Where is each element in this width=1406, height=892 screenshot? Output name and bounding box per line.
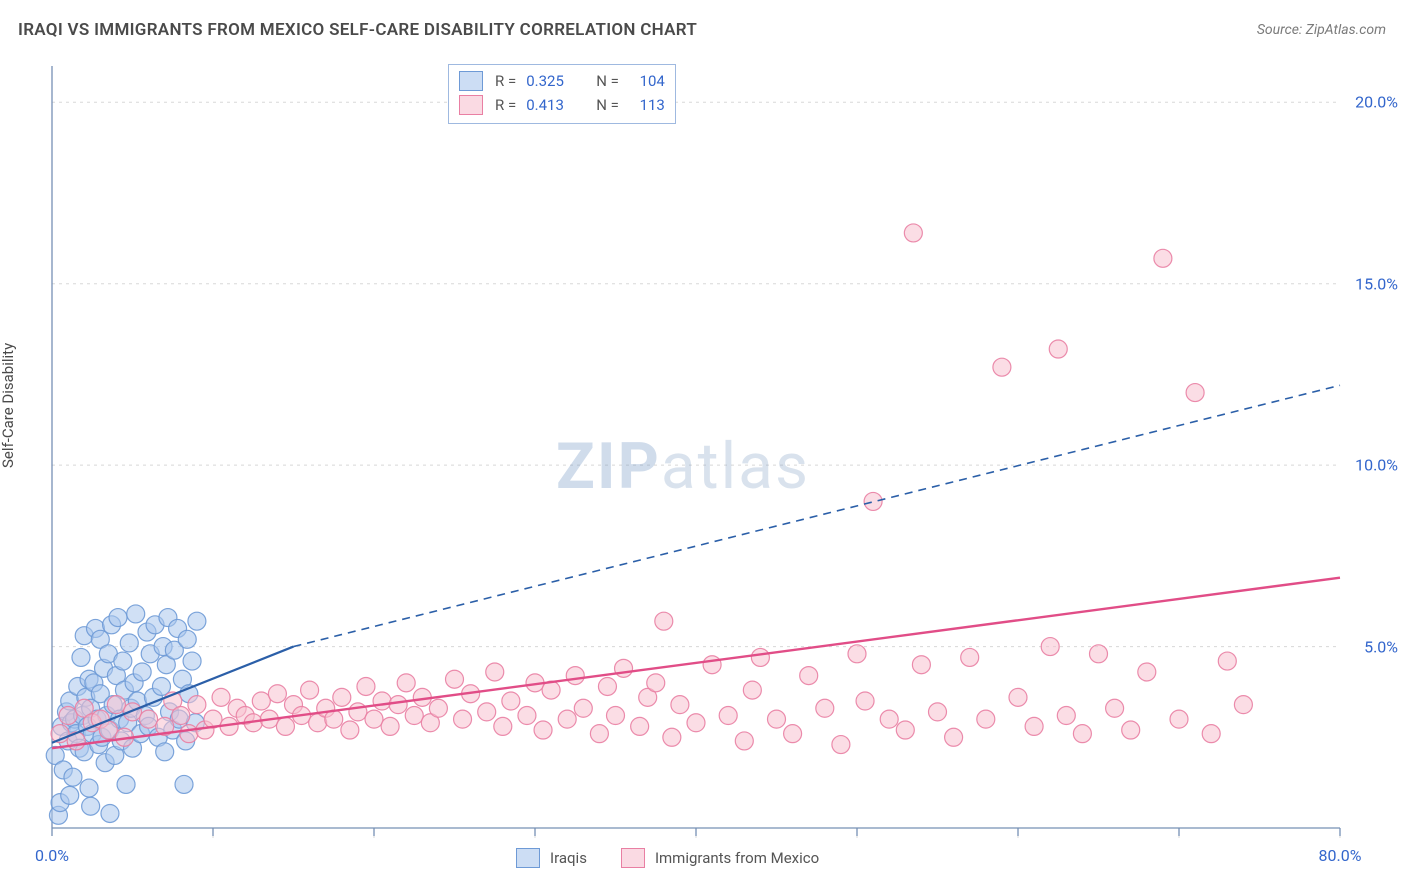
legend-n-label: N = xyxy=(596,96,619,114)
legend-swatch-mexico xyxy=(459,95,483,115)
legend-r-value-iraqis: 0.325 xyxy=(526,72,580,90)
y-tick-label: 15.0% xyxy=(1355,274,1398,293)
legend-n-value-mexico: 113 xyxy=(629,96,665,114)
legend-label-mexico: Immigrants from Mexico xyxy=(655,849,819,867)
legend-n-label: N = xyxy=(596,72,619,90)
source-label: Source: xyxy=(1257,22,1302,38)
legend-label-iraqis: Iraqis xyxy=(550,849,587,867)
correlation-legend: R = 0.325 N = 104 R = 0.413 N = 113 xyxy=(448,64,676,124)
legend-n-value-iraqis: 104 xyxy=(629,72,665,90)
source-citation: Source: ZipAtlas.com xyxy=(1257,22,1386,38)
y-tick-label: 5.0% xyxy=(1364,637,1398,656)
chart-container: Self-Care Disability ZIPatlas R = 0.325N… xyxy=(0,58,1406,878)
series-legend: Iraqis Immigrants from Mexico xyxy=(516,848,843,868)
legend-swatch-iraqis xyxy=(459,71,483,91)
x-tick-label: 0.0% xyxy=(35,846,69,865)
scatter-chart xyxy=(0,58,1406,878)
x-tick-label: 80.0% xyxy=(1319,846,1362,865)
legend-r-value-mexico: 0.413 xyxy=(526,96,580,114)
legend-row-iraqis: R = 0.325 N = 104 xyxy=(459,69,665,93)
chart-title: IRAQI VS IMMIGRANTS FROM MEXICO SELF-CAR… xyxy=(18,20,697,40)
source-value: ZipAtlas.com xyxy=(1306,22,1386,38)
legend-swatch-mexico xyxy=(621,848,645,868)
legend-swatch-iraqis xyxy=(516,848,540,868)
y-tick-label: 20.0% xyxy=(1355,93,1398,112)
y-tick-label: 10.0% xyxy=(1355,456,1398,475)
legend-r-label: R = xyxy=(495,96,516,114)
legend-row-mexico: R = 0.413 N = 113 xyxy=(459,93,665,117)
legend-r-label: R = xyxy=(495,72,516,90)
